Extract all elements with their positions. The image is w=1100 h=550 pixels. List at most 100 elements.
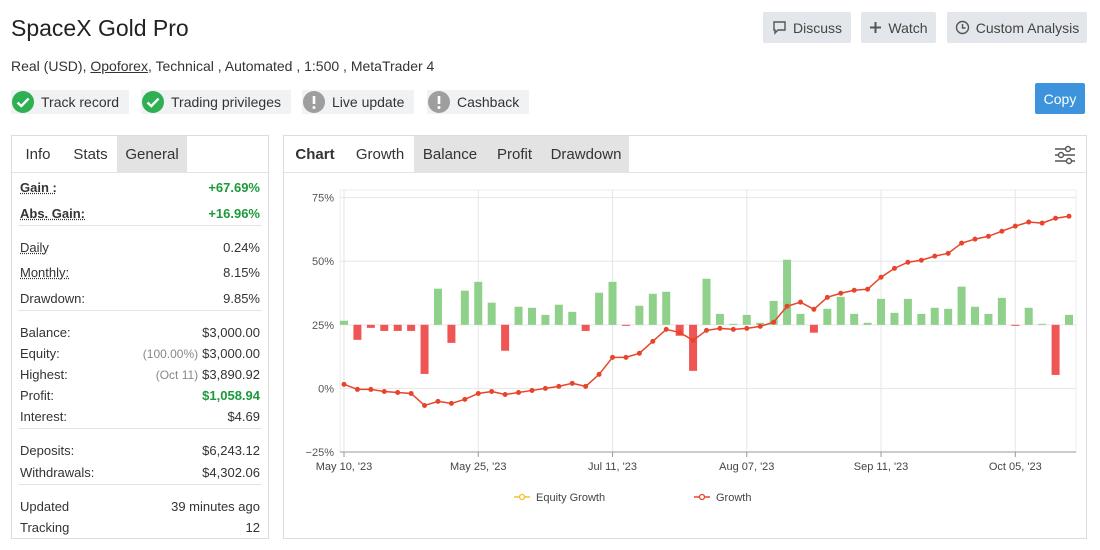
stat-label: Gain : [20, 180, 57, 195]
stat-row: Equity: (100.00%) $3,000.00 [20, 346, 260, 361]
bar [742, 314, 751, 325]
button-label: Custom Analysis [975, 19, 1080, 36]
stat-row: Tracking 12 [20, 520, 260, 535]
bar [554, 304, 563, 325]
stat-note: (100.00%) [142, 346, 199, 361]
point [462, 396, 468, 402]
point [1066, 213, 1072, 219]
stat-value-wrap: 8.15% [223, 265, 260, 280]
point [569, 380, 575, 386]
bar [944, 308, 953, 325]
point [704, 327, 709, 333]
point [784, 303, 790, 309]
stat-label: Monthly: [20, 265, 70, 280]
point [556, 383, 562, 389]
stat-value: $1,058.94 [202, 388, 260, 404]
tab[interactable]: Growth [346, 136, 414, 172]
point [1012, 223, 1018, 229]
bar [514, 306, 523, 325]
stats-panel: Info Stats General Gain : +67.69% Abs. Gain: +… [11, 135, 269, 539]
tab[interactable]: Drawdown [543, 136, 629, 172]
stat-value-wrap: 39 minutes ago [171, 499, 260, 514]
stat-label: Equity: [20, 345, 60, 361]
point [999, 228, 1005, 234]
tab-divider [284, 172, 1086, 173]
tab[interactable]: General [117, 136, 187, 172]
watch-button[interactable]: Watch [861, 12, 936, 43]
point [905, 259, 911, 265]
tab-divider [12, 172, 268, 173]
badge-label: Trading privileges [171, 94, 281, 110]
point [985, 233, 991, 239]
bar [769, 300, 778, 325]
stat-label: Drawdown: [20, 290, 86, 306]
badge: Trading privileges [141, 90, 291, 114]
stat-row: Withdrawals: $4,302.06 [20, 465, 260, 480]
bar [353, 324, 362, 340]
point [771, 319, 777, 325]
bar [702, 278, 711, 325]
tab[interactable]: Info [12, 136, 64, 172]
bar [796, 313, 805, 325]
point [395, 389, 401, 395]
bar [420, 324, 429, 374]
stat-row: Interest: $4.69 [20, 409, 260, 424]
bar [568, 311, 577, 325]
x-tick-label: May 25, '23 [450, 461, 507, 473]
point [422, 402, 428, 408]
bar [1024, 307, 1033, 325]
bar [890, 312, 899, 325]
point [717, 325, 723, 331]
bar [433, 288, 442, 325]
settings-icon[interactable] [1054, 144, 1076, 166]
badge-label: Track record [41, 94, 120, 110]
stat-row: Updated 39 minutes ago [20, 499, 260, 514]
stat-row: Drawdown: 9.85% [20, 291, 260, 306]
point [797, 299, 803, 305]
stat-label: Abs. Gain: [20, 205, 86, 221]
icon [773, 21, 786, 35]
bar [366, 324, 375, 328]
stat-value-wrap: 9.85% [223, 291, 260, 306]
point [596, 371, 602, 377]
point [341, 381, 347, 387]
account-info: Real (USD), Opoforex, Technical , Automa… [11, 58, 434, 74]
badge: Track record [11, 90, 130, 114]
bar [501, 324, 510, 351]
tab[interactable]: Balance [414, 136, 486, 172]
custom-analysis-button[interactable]: Custom Analysis [947, 12, 1087, 43]
broker-link[interactable]: Opoforex [90, 58, 148, 74]
point [1039, 220, 1045, 226]
stat-value: 0.24% [223, 239, 260, 255]
bar [1065, 314, 1073, 325]
stat-row: Deposits: $6,243.12 [20, 443, 260, 458]
stat-label: Highest: [20, 366, 68, 382]
bar [662, 291, 671, 325]
stat-value: $3,890.92 [202, 366, 260, 382]
stat-value-wrap: +67.69% [208, 180, 260, 195]
stat-row: Profit: $1,058.94 [20, 388, 260, 403]
point [811, 306, 817, 312]
point [448, 400, 454, 406]
tab[interactable]: Chart [284, 136, 346, 172]
separator [18, 483, 262, 485]
stat-label: Daily [20, 239, 49, 255]
bar [877, 298, 886, 325]
point [542, 385, 548, 391]
stat-value-wrap: $4.69 [227, 409, 260, 424]
point [489, 388, 495, 394]
point [865, 286, 871, 292]
point [354, 386, 360, 392]
discuss-button[interactable]: Discuss [763, 12, 851, 43]
point [610, 354, 616, 360]
bar [823, 308, 832, 325]
bar [527, 307, 536, 325]
copy-button[interactable]: Copy [1035, 83, 1085, 114]
bar [836, 296, 845, 325]
point [972, 236, 978, 242]
tab[interactable]: Profit [486, 136, 543, 172]
tab[interactable]: Stats [64, 136, 117, 172]
stat-row: Monthly: 8.15% [20, 265, 260, 280]
badge-label: Live update [332, 94, 405, 110]
